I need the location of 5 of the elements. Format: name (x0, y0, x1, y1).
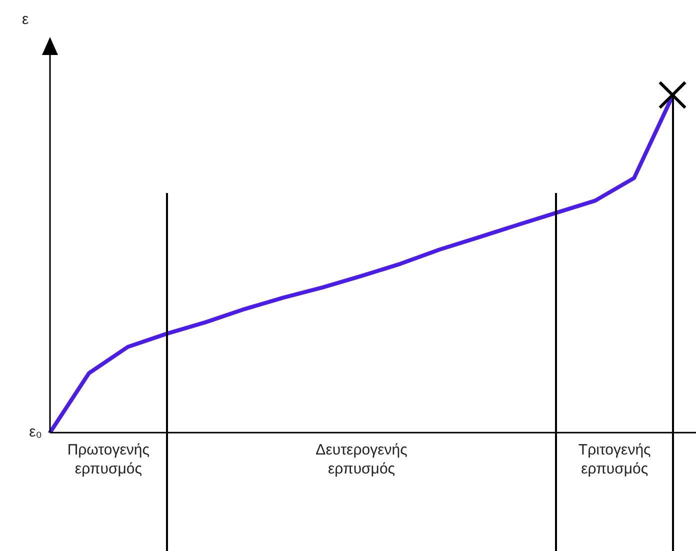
text: ε₀ (29, 424, 42, 441)
text: Τριτογενής ερπυσμός (578, 442, 651, 478)
text: Δευτερογενής ερπυσμός (316, 442, 408, 478)
text: ε (22, 11, 29, 28)
text: Πρωτογενής ερπυσμός (67, 442, 150, 478)
